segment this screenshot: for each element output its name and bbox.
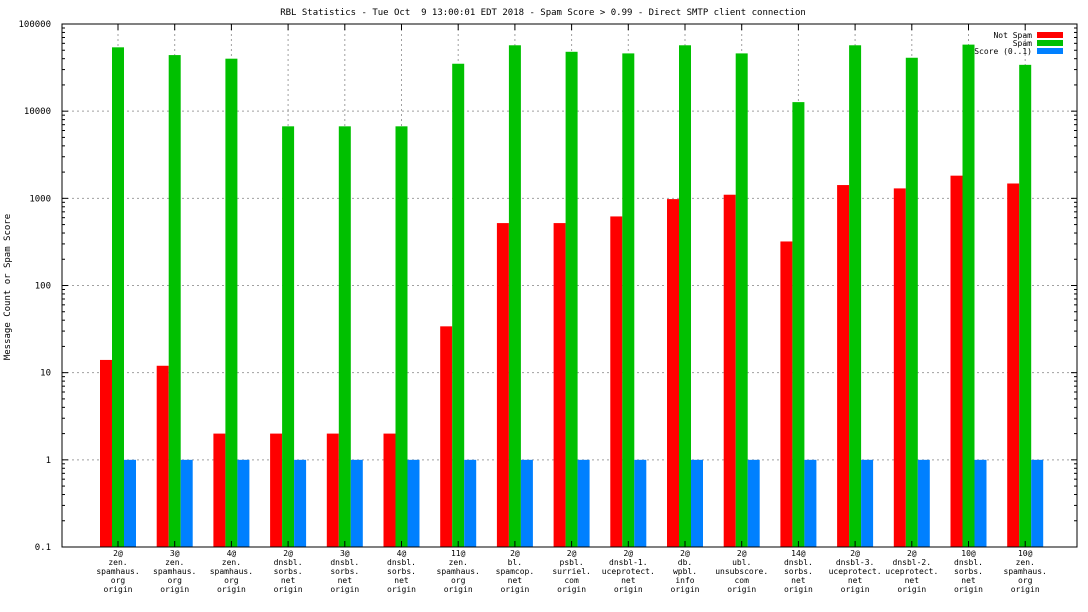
bar-spam [452, 63, 465, 548]
x-tick-label: 2@ zen. spamhaus. org origin [96, 549, 139, 594]
bar-not-spam [383, 433, 396, 547]
bar-score-0-1 [520, 459, 533, 547]
bar-spam [282, 126, 295, 547]
bar-spam [792, 102, 805, 547]
bar-score-0-1 [974, 459, 987, 547]
bar-not-spam [610, 216, 623, 547]
x-tick-label: 2@ psbl. surriel. com origin [552, 549, 591, 594]
bar-spam [735, 53, 748, 548]
x-tick-label: 4@ zen. spamhaus. org origin [210, 549, 253, 594]
bar-not-spam [440, 326, 453, 547]
bar-score-0-1 [180, 459, 193, 547]
bar-not-spam [496, 223, 509, 547]
bar-not-spam [780, 241, 793, 547]
bar-not-spam [270, 433, 283, 547]
bar-spam [508, 45, 521, 548]
bar-score-0-1 [691, 459, 703, 547]
y-tick-label: 100000 [18, 20, 51, 30]
y-tick-label: 1000 [29, 194, 51, 204]
bars [100, 44, 1044, 548]
bar-not-spam [667, 199, 679, 547]
legend-label: Score (0..1) [974, 47, 1032, 56]
bar-not-spam [156, 365, 169, 547]
bar-not-spam [553, 223, 566, 547]
bar-score-0-1 [1031, 459, 1044, 547]
bar-score-0-1 [634, 459, 647, 547]
y-tick-label: 10 [40, 369, 51, 379]
x-tick-label: 2@ db. wpbl. info origin [671, 549, 700, 594]
bar-score-0-1 [237, 459, 250, 547]
x-tick-label: 11@ zen. spamhaus. org origin [437, 549, 480, 594]
x-tick-label: 2@ dnsbl-2. uceprotect. net origin [885, 549, 938, 594]
x-tick-labels: 2@ zen. spamhaus. org origin 3@ zen. spamhaus. o… [96, 549, 1047, 594]
bar-spam [338, 126, 351, 547]
bar-spam [1019, 64, 1032, 548]
y-ticks: 0.1 1 10 100 1000 10000 100000 [18, 20, 1077, 553]
legend-label: Not Spam [993, 31, 1032, 40]
bar-score-0-1 [407, 459, 420, 547]
x-tick-label: 2@ ubl. unsubscore. com origin [715, 549, 768, 594]
bar-not-spam [837, 185, 850, 547]
y-tick-label: 10000 [24, 107, 51, 117]
bar-spam [565, 51, 578, 548]
bar-spam [168, 55, 181, 547]
x-tick-label: 14@ dnsbl. sorbs. net origin [784, 549, 813, 594]
bar-spam [225, 58, 238, 547]
bar-spam [679, 45, 691, 548]
bar-not-spam [213, 433, 226, 547]
chart-title: RBL Statistics - Tue Oct 9 13:00:01 EDT … [280, 8, 806, 18]
legend-label: Spam [1013, 39, 1032, 48]
legend-swatch [1037, 48, 1063, 54]
legend-swatch [1037, 40, 1063, 46]
bar-spam [112, 47, 124, 547]
y-tick-label: 0.1 [35, 543, 51, 553]
bar-spam [849, 45, 862, 548]
bar-score-0-1 [577, 459, 590, 547]
x-tick-label: 2@ dnsbl-3. uceprotect. net origin [829, 549, 882, 594]
y-tick-label: 1 [46, 456, 51, 466]
bar-score-0-1 [747, 459, 760, 547]
legend-swatch [1037, 32, 1063, 38]
bar-not-spam [1007, 183, 1020, 547]
bar-not-spam [326, 433, 339, 547]
bar-score-0-1 [861, 459, 874, 547]
bar-score-0-1 [294, 459, 307, 547]
bar-not-spam [893, 188, 906, 547]
x-tick-label: 10@ dnsbl. sorbs. net origin [954, 549, 983, 594]
bar-score-0-1 [917, 459, 930, 547]
x-tick-label: 3@ dnsbl. sorbs. net origin [330, 549, 359, 594]
bar-score-0-1 [124, 459, 136, 547]
y-axis-label: Message Count or Spam Score [3, 214, 13, 360]
x-tick-label: 3@ zen. spamhaus. org origin [153, 549, 196, 594]
x-tick-label: 2@ dnsbl-1. uceprotect. net origin [602, 549, 655, 594]
bar-score-0-1 [804, 459, 817, 547]
bar-spam [622, 53, 635, 548]
y-tick-label: 100 [35, 282, 51, 292]
x-tick-label: 2@ dnsbl. sorbs. net origin [274, 549, 303, 594]
bar-spam [962, 44, 975, 548]
bar-score-0-1 [350, 459, 363, 547]
bar-not-spam [950, 175, 963, 548]
bar-spam [905, 57, 918, 547]
x-tick-label: 2@ bl. spamcop. net origin [496, 549, 535, 594]
bar-not-spam [100, 359, 112, 547]
x-tick-label: 4@ dnsbl. sorbs. net origin [387, 549, 416, 594]
x-tick-label: 10@ zen. spamhaus. org origin [1004, 549, 1047, 594]
bar-score-0-1 [464, 459, 477, 547]
bar-not-spam [723, 194, 736, 547]
bar-spam [395, 126, 408, 547]
